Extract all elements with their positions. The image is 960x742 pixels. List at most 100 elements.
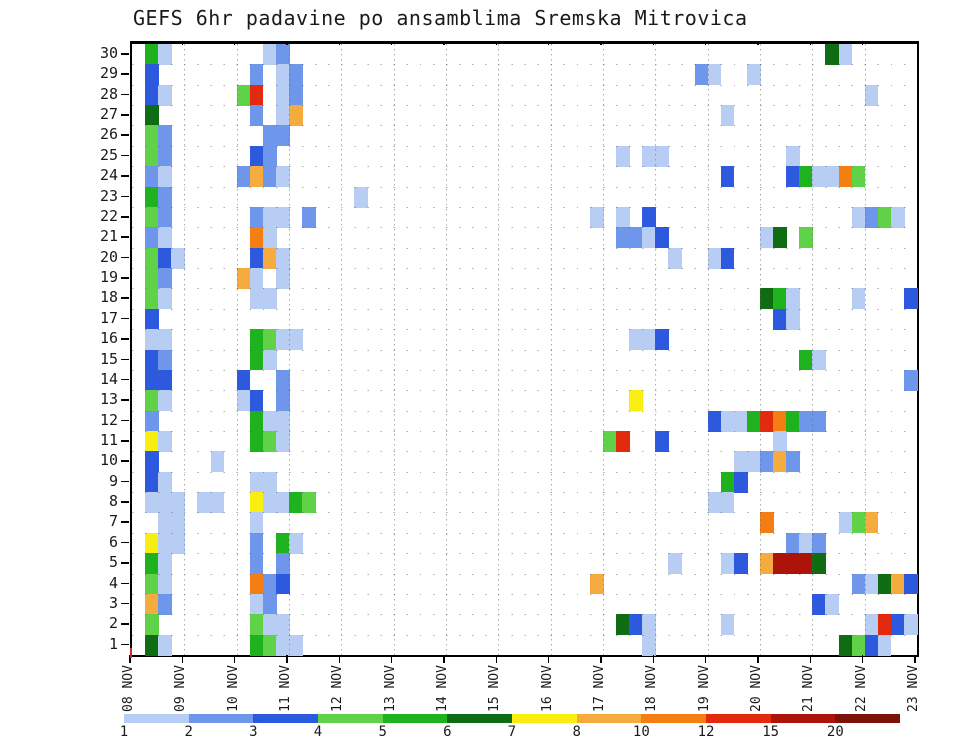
heatmap-cell xyxy=(249,166,264,188)
x-axis-label: 12 NOV xyxy=(330,665,346,712)
gridline-horizontal xyxy=(132,247,917,249)
heatmap-cell xyxy=(145,593,159,615)
heatmap-cell xyxy=(262,614,277,636)
gridline-horizontal xyxy=(132,553,917,555)
heatmap-cell xyxy=(864,573,879,595)
heatmap-cell xyxy=(249,105,264,127)
heatmap-cell xyxy=(145,573,159,595)
heatmap-cell xyxy=(275,206,290,228)
heatmap-cell xyxy=(877,573,892,595)
heatmap-cell xyxy=(158,166,172,188)
heatmap-cell xyxy=(236,84,251,106)
heatmap-cell xyxy=(851,288,866,310)
legend-color-segment xyxy=(641,714,707,723)
heatmap-cell xyxy=(812,553,826,575)
x-axis-tick xyxy=(861,655,864,663)
y-axis-label: 23 xyxy=(99,186,118,205)
y-axis-tick xyxy=(121,256,129,259)
legend-label: 1 xyxy=(119,724,129,740)
heatmap-cell xyxy=(733,410,748,432)
heatmap-cell xyxy=(851,634,866,656)
heatmap-cell xyxy=(786,166,800,188)
heatmap-cell xyxy=(799,166,813,188)
heatmap-cell xyxy=(720,492,735,514)
heatmap-cell xyxy=(249,573,264,595)
y-axis-tick xyxy=(121,562,129,564)
legend-color-segment xyxy=(253,714,319,723)
heatmap-cell xyxy=(838,512,853,534)
heatmap-cell xyxy=(616,227,630,249)
heatmap-cell xyxy=(275,105,290,127)
gridline-vertical xyxy=(289,44,290,655)
heatmap-cell xyxy=(812,166,826,188)
heatmap-cell xyxy=(302,492,316,514)
heatmap-cell xyxy=(825,166,840,188)
x-axis-top-tick xyxy=(338,41,341,45)
x-axis-tick xyxy=(809,655,812,663)
heatmap-cell xyxy=(145,166,159,188)
heatmap-cell xyxy=(210,492,225,514)
heatmap-cell xyxy=(145,634,159,656)
heatmap-cell xyxy=(825,44,840,65)
heatmap-cell xyxy=(249,532,264,554)
heatmap-cell xyxy=(158,532,172,554)
y-axis-tick xyxy=(121,93,129,96)
heatmap-cell xyxy=(720,614,735,636)
gridline-horizontal xyxy=(132,227,917,229)
x-axis-label: 15 NOV xyxy=(487,665,503,712)
heatmap-cell xyxy=(145,390,159,412)
heatmap-cell xyxy=(197,492,212,514)
origin-tick xyxy=(130,648,132,658)
heatmap-cell xyxy=(616,430,630,452)
heatmap-cell xyxy=(275,369,290,391)
gridline-horizontal xyxy=(132,84,917,86)
heatmap-cell xyxy=(145,227,159,249)
heatmap-cell xyxy=(838,44,853,65)
heatmap-cell xyxy=(786,288,800,310)
heatmap-cell xyxy=(158,288,172,310)
legend-color-segment xyxy=(706,714,772,723)
heatmap-cell xyxy=(786,308,800,330)
gridline-horizontal xyxy=(132,166,917,168)
y-axis-tick xyxy=(121,73,129,75)
heatmap-cell xyxy=(262,145,277,167)
gridline-vertical xyxy=(707,44,709,655)
x-axis-tick xyxy=(181,655,184,663)
x-axis-top-tick xyxy=(390,41,393,45)
legend-color-segment xyxy=(835,714,901,723)
heatmap-cell xyxy=(171,532,185,554)
heatmap-cell xyxy=(773,308,787,330)
heatmap-cell xyxy=(145,64,159,86)
heatmap-cell xyxy=(733,553,748,575)
heatmap-cell xyxy=(275,125,290,147)
heatmap-cell xyxy=(145,349,159,371)
heatmap-cell xyxy=(760,288,774,310)
y-axis-label: 10 xyxy=(99,451,118,470)
heatmap-cell xyxy=(707,492,722,514)
y-axis-tick xyxy=(121,297,129,299)
heatmap-cell xyxy=(812,532,826,554)
heatmap-cell xyxy=(158,84,172,106)
heatmap-cell xyxy=(642,145,656,167)
heatmap-cell xyxy=(249,430,264,452)
legend-colorbar xyxy=(124,714,901,723)
heatmap-cell xyxy=(158,247,172,269)
heatmap-cell xyxy=(289,105,303,127)
y-axis-tick xyxy=(121,154,129,157)
gridline-vertical xyxy=(864,44,866,655)
heatmap-cell xyxy=(733,451,748,473)
heatmap-cell xyxy=(145,369,159,391)
y-axis-label: 25 xyxy=(99,145,118,164)
legend-label: 12 xyxy=(697,724,715,740)
y-axis-tick xyxy=(121,114,129,116)
y-axis-label: 28 xyxy=(99,84,118,103)
y-axis-label: 1 xyxy=(108,634,118,653)
heatmap-cell xyxy=(158,593,172,615)
y-axis-tick xyxy=(121,317,129,320)
heatmap-cell xyxy=(786,553,800,575)
x-axis-top-tick xyxy=(757,41,759,45)
x-axis-top-tick xyxy=(704,41,707,45)
heatmap-cell xyxy=(786,532,800,554)
y-axis-label: 14 xyxy=(99,369,118,388)
y-axis-label: 26 xyxy=(99,125,118,144)
